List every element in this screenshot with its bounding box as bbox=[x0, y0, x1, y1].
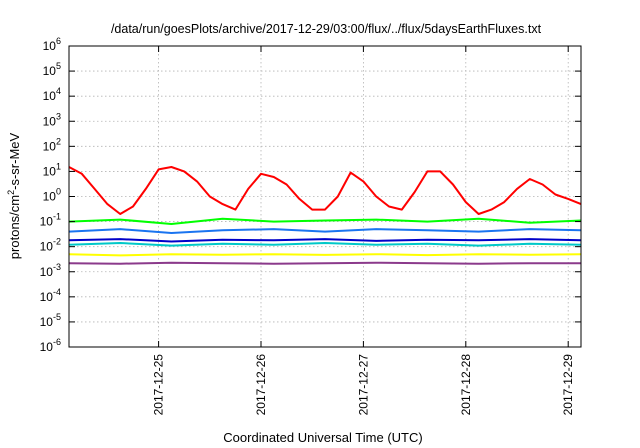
x-tick-label: 2017-12-25 bbox=[152, 354, 166, 416]
y-tick-label: 10-2 bbox=[40, 237, 61, 254]
y-tick-label: 106 bbox=[43, 36, 61, 53]
y-tick-label: 105 bbox=[43, 61, 61, 78]
series-line-4 bbox=[68, 238, 582, 243]
x-tick-label: 2017-12-29 bbox=[561, 354, 575, 416]
y-tick-label: 100 bbox=[43, 187, 61, 204]
y-tick-label: 10-6 bbox=[40, 337, 61, 354]
y-axis-label: protons/cm2-s-sr-MeV bbox=[6, 132, 22, 259]
series-line-1 bbox=[68, 217, 582, 225]
y-tick-label: 101 bbox=[43, 161, 61, 178]
y-tick-label: 10-1 bbox=[40, 212, 61, 229]
grid bbox=[69, 46, 581, 347]
x-axis: 2017-12-25 2017-12-26 2017-12-27 2017-12-28… bbox=[152, 46, 575, 416]
series-line-5 bbox=[68, 253, 582, 257]
series-line-2 bbox=[68, 228, 582, 234]
y-tick-label: 104 bbox=[43, 86, 61, 103]
y-tick-label: 102 bbox=[43, 136, 61, 153]
x-tick-label: 2017-12-27 bbox=[356, 354, 370, 416]
y-tick-label: 103 bbox=[43, 111, 61, 128]
series-line-0 bbox=[68, 166, 582, 215]
series-line-6 bbox=[68, 261, 581, 265]
x-axis-label: Coordinated Universal Time (UTC) bbox=[223, 430, 422, 445]
series-line-3 bbox=[68, 242, 582, 247]
y-tick-label: 10-3 bbox=[40, 262, 61, 279]
y-tick-label: 10-5 bbox=[40, 312, 61, 329]
y-tick-label: 10-4 bbox=[40, 287, 61, 304]
series-lines bbox=[68, 166, 582, 265]
y-axis: 10-6 10-5 10-4 10-3 10-2 10-1 100 101 102 103 104 1… bbox=[40, 36, 581, 354]
x-tick-label: 2017-12-28 bbox=[459, 354, 473, 416]
x-tick-label: 2017-12-26 bbox=[254, 354, 268, 416]
chart-title: /data/run/goesPlots/archive/2017-12-29/0… bbox=[111, 22, 542, 36]
